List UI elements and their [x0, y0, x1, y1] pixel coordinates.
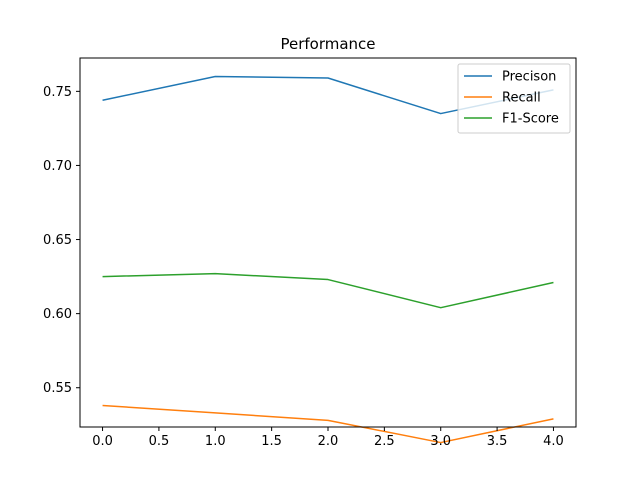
- x-tick-label: 1.5: [261, 434, 282, 449]
- legend-label: F1-Score: [502, 112, 559, 127]
- y-axis: 0.55 0.60 0.65 0.70 0.75: [43, 85, 80, 396]
- x-tick-label: 1.0: [205, 434, 226, 449]
- x-tick-label: 3.5: [487, 434, 508, 449]
- y-tick-label: 0.70: [43, 159, 72, 174]
- series-line-recall: [102, 404, 554, 444]
- x-tick-label: 4.0: [543, 434, 564, 449]
- y-tick-label: 0.65: [43, 233, 72, 248]
- legend-label: Precison: [502, 70, 556, 85]
- x-axis: 0.0 0.5 1.0 1.5 2.0 2.5 3.0 3.5 4.0: [92, 427, 564, 449]
- x-tick-label: 0.0: [92, 434, 113, 449]
- y-tick-label: 0.75: [43, 85, 72, 100]
- x-tick-label: 2.5: [374, 434, 395, 449]
- x-tick-label: 0.5: [149, 434, 170, 449]
- series-line-f1-score: [102, 272, 554, 309]
- legend: Precison Recall F1-Score: [457, 63, 571, 134]
- x-tick-label: 2.0: [318, 434, 339, 449]
- x-tick-label: 3.0: [430, 434, 451, 449]
- chart-title: Performance: [280, 35, 375, 53]
- legend-box: [457, 63, 571, 134]
- y-tick-label: 0.60: [43, 307, 72, 322]
- y-tick-label: 0.55: [43, 381, 72, 396]
- legend-label: Recall: [502, 91, 541, 106]
